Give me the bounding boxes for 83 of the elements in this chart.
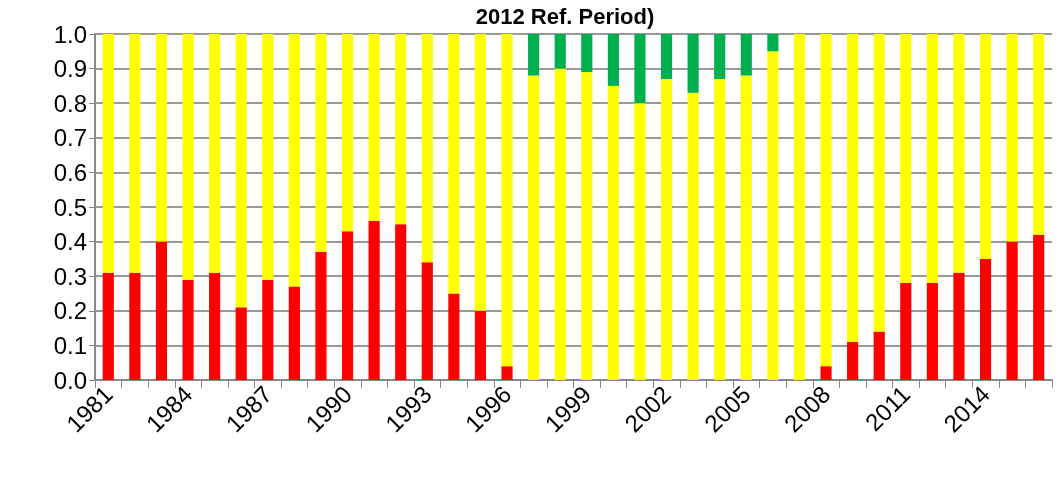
bar: [926, 283, 938, 380]
bar: [660, 78, 673, 380]
bar: [820, 366, 832, 380]
bar: [155, 34, 168, 242]
bar: [847, 34, 859, 342]
bar: [102, 272, 114, 380]
bar: [209, 272, 221, 380]
bar: [315, 34, 327, 252]
bar: [1006, 241, 1018, 380]
bar: [873, 331, 885, 380]
bar: [740, 75, 752, 380]
bar: [554, 34, 566, 69]
bar: [155, 241, 168, 380]
bar: [714, 34, 726, 79]
bar: [501, 366, 513, 380]
bar: [448, 34, 460, 294]
bar: [953, 272, 965, 380]
bar: [448, 293, 460, 380]
bar: [581, 34, 593, 73]
bar: [315, 251, 327, 380]
y-tick-label: 1.0: [53, 20, 87, 48]
bar: [129, 272, 141, 380]
bar: [129, 34, 141, 273]
bar: [793, 34, 806, 380]
y-tick-label: 0.2: [53, 297, 87, 325]
y-tick-label: 0.5: [53, 193, 87, 221]
bar: [634, 34, 646, 104]
bar: [607, 85, 619, 380]
bar: [368, 34, 380, 221]
bar: [1006, 34, 1018, 242]
bar: [182, 279, 194, 380]
chart-title: 2012 Ref. Period): [475, 3, 655, 29]
bar: [262, 279, 274, 380]
y-tick-label: 0.6: [53, 158, 87, 186]
bar: [767, 34, 779, 52]
bar: [634, 103, 646, 380]
bar: [395, 34, 407, 225]
bar: [953, 34, 965, 273]
bar: [714, 78, 726, 380]
bar: [501, 34, 513, 367]
bar: [660, 34, 673, 79]
bar: [740, 34, 752, 76]
bar: [767, 51, 779, 380]
bar: [607, 34, 619, 86]
y-tick-label: 0.3: [53, 262, 87, 290]
bar: [528, 34, 540, 76]
bar: [235, 307, 247, 380]
bar: [341, 34, 354, 232]
bar: [235, 34, 247, 308]
bar: [581, 72, 593, 380]
y-tick-label: 0.4: [53, 228, 87, 256]
bar: [687, 34, 699, 93]
bar: [979, 34, 992, 259]
bar: [288, 286, 300, 380]
bar: [979, 258, 992, 380]
bar: [368, 220, 380, 380]
bar: [209, 34, 221, 273]
bar: [474, 34, 487, 311]
bar: [262, 34, 274, 280]
y-tick-label: 0.0: [53, 366, 87, 394]
bar: [1033, 234, 1045, 380]
bar: [395, 224, 407, 380]
bar: [474, 310, 487, 380]
bar: [1033, 34, 1045, 235]
y-tick-label: 0.8: [53, 89, 87, 117]
bar: [421, 262, 433, 380]
bar: [687, 92, 699, 380]
y-tick-label: 0.1: [53, 331, 87, 359]
bar: [926, 34, 938, 284]
bar: [900, 34, 912, 284]
y-tick-label: 0.9: [53, 55, 87, 83]
bar: [421, 34, 433, 263]
bar: [288, 34, 300, 287]
bar: [554, 68, 566, 380]
bar: [820, 34, 832, 367]
bar: [873, 34, 885, 332]
bar: [182, 34, 194, 280]
bar: [341, 231, 354, 380]
bar: [900, 283, 912, 380]
bar: [102, 34, 114, 273]
bar: [847, 341, 859, 380]
bar: [528, 75, 540, 380]
y-tick-label: 0.7: [53, 124, 87, 152]
